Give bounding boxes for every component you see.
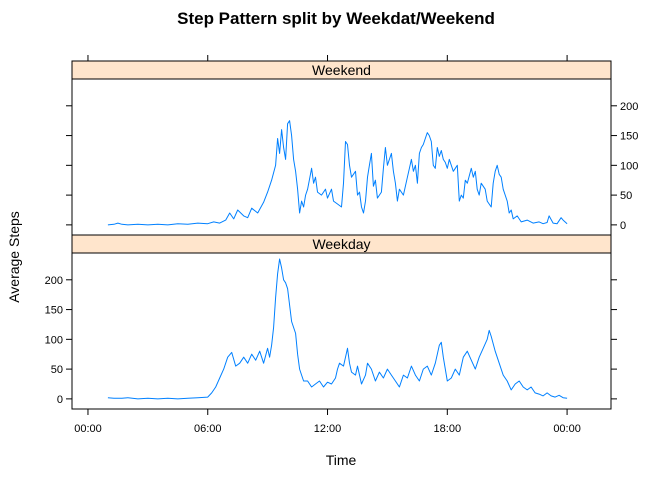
weekday-series-line xyxy=(107,258,568,400)
weekday-y-tick-label: 200 xyxy=(45,275,63,287)
weekday-panel-frame xyxy=(71,252,612,410)
chart-title: Step Pattern split by Weekdat/Weekend xyxy=(177,9,495,28)
weekday-strip-label: Weekday xyxy=(312,236,370,252)
weekend-panel-frame xyxy=(71,78,612,236)
weekday-y-tick-label: 100 xyxy=(45,334,63,346)
weekend-y-tick-label: 150 xyxy=(620,131,638,143)
x-axis-title: Time xyxy=(326,452,357,468)
weekend-y-tick-label: 100 xyxy=(620,160,638,172)
weekend-y-tick-label: 200 xyxy=(620,101,638,113)
weekday-y-tick-label: 50 xyxy=(51,364,63,376)
weekend-series-line xyxy=(107,120,568,226)
x-tick-label: 06:00 xyxy=(194,423,222,435)
x-tick-label: 00:00 xyxy=(553,423,581,435)
weekday-y-tick-label: 0 xyxy=(57,394,63,406)
weekend-y-tick-label: 0 xyxy=(620,220,626,232)
x-tick-label: 12:00 xyxy=(314,423,342,435)
x-tick-label: 00:00 xyxy=(74,423,102,435)
x-tick-label: 18:00 xyxy=(434,423,462,435)
weekend-strip-label: Weekend xyxy=(312,62,371,78)
y-axis-title: Average Steps xyxy=(6,211,22,303)
plot-layer: Weekend 0 50 100 150 200 Weekday 0 50 100 150 200 00… xyxy=(45,55,638,435)
weekend-y-tick-label: 50 xyxy=(620,190,632,202)
weekday-y-tick-label: 150 xyxy=(45,305,63,317)
